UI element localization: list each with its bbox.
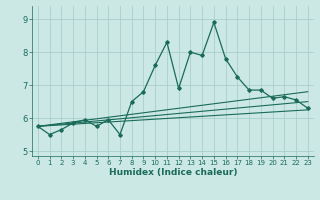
- X-axis label: Humidex (Indice chaleur): Humidex (Indice chaleur): [108, 168, 237, 177]
